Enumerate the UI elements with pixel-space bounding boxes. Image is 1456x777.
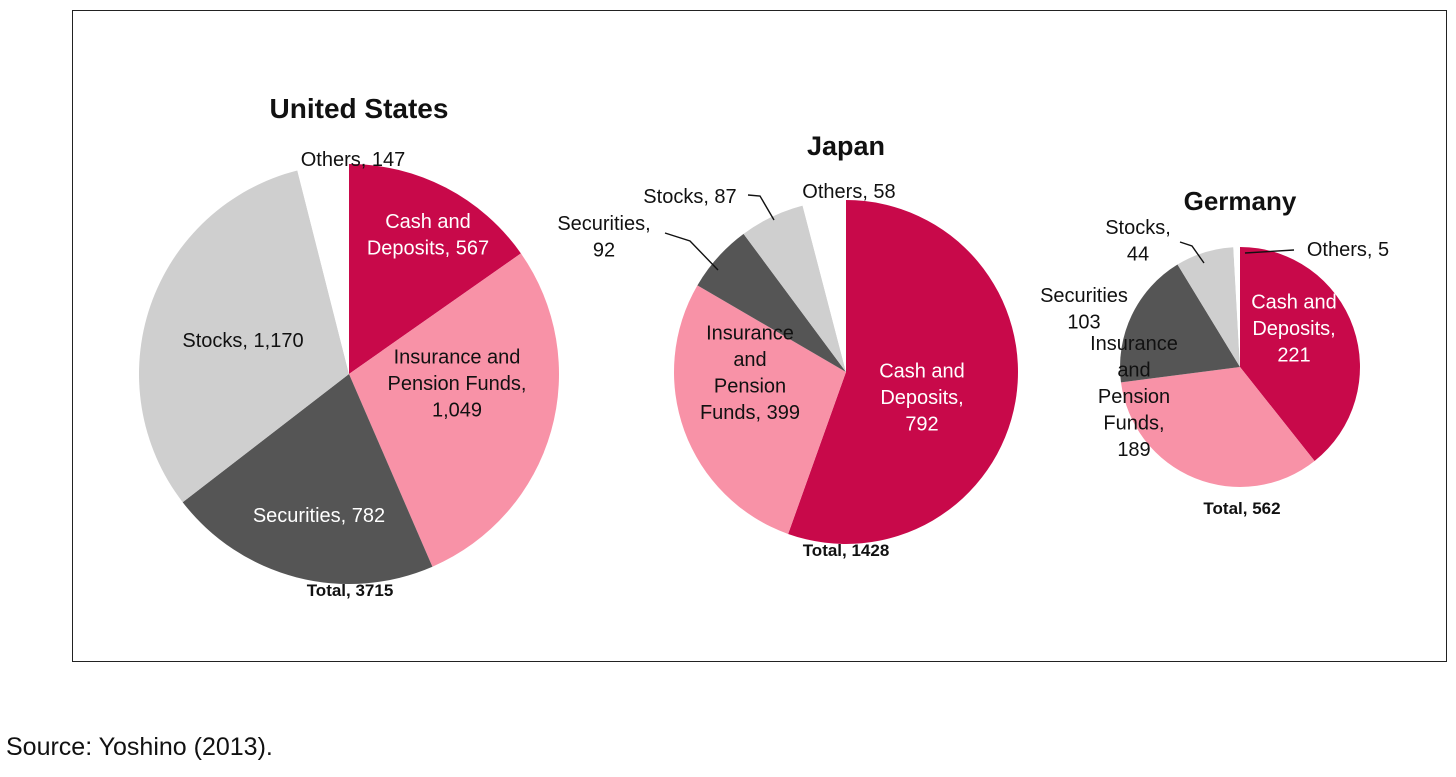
pie-chart-3: Germany Total, 562 Cash and Deposits, 221 Ins…: [1040, 186, 1389, 518]
slice-label-line: Funds, 399: [700, 402, 800, 424]
slice-label-line: Deposits,: [880, 387, 963, 409]
slice-insurance: [1120, 367, 1315, 487]
slice-others: [297, 164, 349, 374]
slice-label-line: Pension: [714, 375, 786, 397]
leader-line-stocks: [747, 194, 775, 221]
slice-label-line: Deposits,: [1252, 318, 1335, 340]
total-label: Total, 1428: [803, 541, 890, 560]
total-label: Total, 562: [1203, 499, 1280, 518]
slice-label-line: and: [1117, 360, 1150, 382]
slice-label-line: 44: [1127, 243, 1149, 265]
slice-label-cash: Cash and Deposits, 792: [879, 361, 965, 436]
slice-label-line: Others, 5: [1307, 239, 1389, 261]
slice-stocks: [1177, 247, 1240, 367]
pie-chart-1: United States Total, 3715 Cash and Deposits…: [139, 93, 560, 600]
slice-label-line: and: [733, 349, 766, 371]
slice-others: [1233, 247, 1240, 367]
total-label: Total, 3715: [307, 581, 394, 600]
slice-label-line: Insurance: [706, 322, 794, 344]
chart-title: United States: [270, 93, 449, 124]
slice-label-line: 1,049: [432, 400, 482, 422]
slice-label-stocks: Stocks, 1,170: [182, 330, 303, 352]
slice-label-stocks: Stocks, 87: [643, 186, 736, 208]
leader-line-stocks: [1179, 241, 1205, 264]
slice-label-line: Securities,: [557, 213, 650, 235]
slice-label-line: Deposits, 567: [367, 237, 489, 259]
slice-securities: [182, 374, 433, 584]
slice-label-line: Cash and: [879, 361, 965, 383]
slice-stocks: [743, 205, 846, 372]
slice-label-insurance: Insurance and Pension Funds, 1,049: [388, 347, 527, 422]
slice-label-line: Securities, 782: [253, 505, 385, 527]
slice-label-line: 189: [1117, 439, 1150, 461]
slice-securities: [1119, 264, 1240, 383]
slice-label-line: 92: [593, 239, 615, 261]
leader-line-others: [1244, 249, 1295, 254]
pie-chart-2: Japan Total, 1428 Cash and Deposits, 792 Insu…: [557, 131, 1018, 560]
slice-insurance: [673, 285, 846, 534]
slice-label-securities: Securities, 782: [253, 505, 385, 527]
slice-stocks: [139, 170, 349, 503]
slice-label-line: Cash and: [385, 211, 471, 233]
slice-insurance: [349, 253, 560, 567]
slice-label-line: Funds,: [1103, 413, 1164, 435]
slice-others: [802, 200, 846, 372]
leader-line-securities: [664, 232, 719, 271]
slice-label-line: Insurance: [1090, 333, 1178, 355]
slice-label-others: Others, 5: [1307, 239, 1389, 261]
slice-label-line: Stocks, 87: [643, 186, 736, 208]
slice-cash: [788, 200, 1018, 545]
slice-label-insurance: Insurance and Pension Funds, 399: [700, 322, 800, 424]
slice-label-stocks: Stocks, 44: [1105, 217, 1171, 265]
slice-label-cash: Cash and Deposits, 221: [1251, 292, 1337, 367]
slice-label-line: 221: [1277, 345, 1310, 367]
slice-label-line: 103: [1067, 311, 1100, 333]
slice-label-others: Others, 58: [802, 181, 895, 203]
slice-label-line: Stocks, 1,170: [182, 330, 303, 352]
slice-label-line: Insurance and: [394, 347, 521, 369]
slice-label-line: Securities: [1040, 285, 1128, 307]
chart-frame: [72, 10, 1447, 662]
slice-label-line: Pension Funds,: [388, 373, 527, 395]
source-note: Source: Yoshino (2013).: [6, 733, 273, 761]
slice-cash: [349, 164, 521, 374]
slice-securities: [697, 233, 846, 372]
slice-label-line: Others, 58: [802, 181, 895, 203]
slice-label-line: Others, 147: [301, 149, 406, 171]
slice-label-others: Others, 147: [301, 149, 406, 171]
slice-label-cash: Cash and Deposits, 567: [367, 211, 489, 259]
slice-label-line: 792: [905, 414, 938, 436]
slice-label-securities: Securities 103: [1040, 285, 1128, 334]
chart-title: Germany: [1184, 186, 1297, 216]
chart-title: Japan: [807, 131, 885, 161]
slice-label-line: Stocks,: [1105, 217, 1171, 239]
slice-label-line: Cash and: [1251, 292, 1337, 314]
slice-label-insurance: Insurance and Pension Funds, 189: [1090, 333, 1178, 461]
slice-label-line: Pension: [1098, 386, 1170, 408]
slice-label-securities: Securities, 92: [557, 213, 650, 261]
slice-cash: [1240, 247, 1360, 461]
